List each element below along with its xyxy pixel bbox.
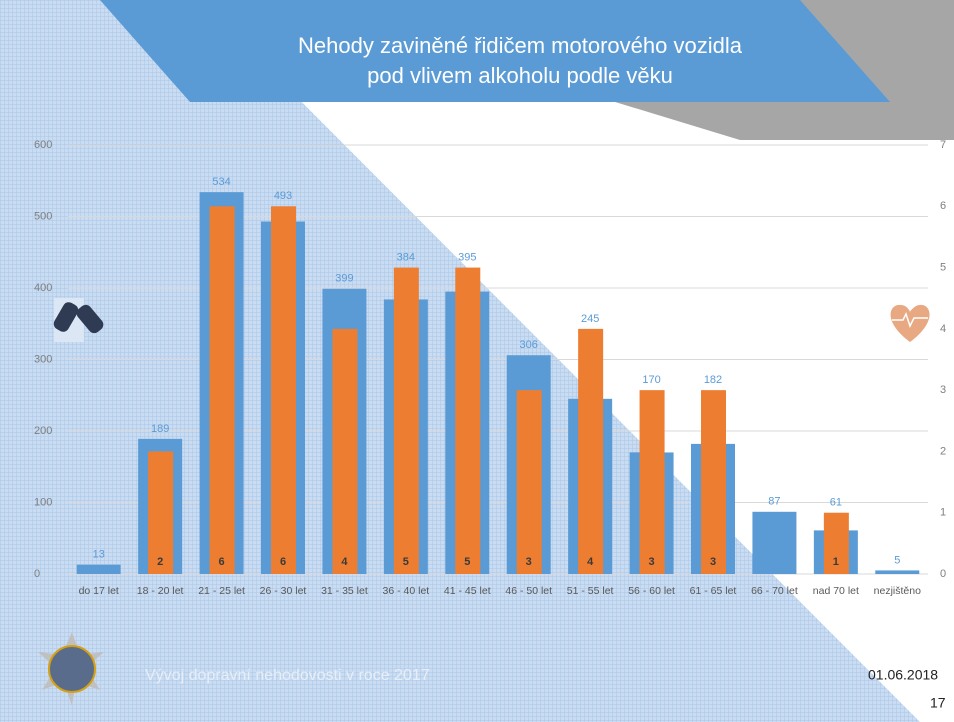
x-tick-label: nezjištěno bbox=[874, 585, 921, 597]
x-tick-label: do 17 let bbox=[79, 585, 119, 597]
bar bbox=[393, 267, 419, 574]
y2-tick-label: 1 bbox=[940, 507, 946, 519]
title-banner bbox=[100, 0, 890, 102]
data-label: 395 bbox=[458, 251, 476, 263]
data-label: 3 bbox=[649, 556, 655, 568]
y-tick-label: 400 bbox=[34, 282, 52, 294]
x-tick-label: 61 - 65 let bbox=[690, 585, 737, 597]
bar bbox=[455, 267, 481, 574]
y-tick-label: 100 bbox=[34, 496, 52, 508]
footer-text: Vývoj dopravní nehodovosti v roce 2017 bbox=[145, 667, 430, 684]
data-label: 4 bbox=[587, 556, 594, 568]
y2-tick-label: 5 bbox=[940, 261, 946, 273]
data-label: 384 bbox=[397, 251, 415, 263]
chart-title: Nehody zaviněné řidičem motorového vozid… bbox=[298, 33, 743, 58]
data-label: 6 bbox=[280, 556, 286, 568]
bar bbox=[76, 564, 121, 574]
data-label: 87 bbox=[768, 496, 780, 508]
car-crash-icon bbox=[53, 298, 104, 342]
data-label: 306 bbox=[520, 339, 538, 351]
data-label: 3 bbox=[526, 556, 532, 568]
bar bbox=[639, 390, 665, 574]
x-tick-label: 56 - 60 let bbox=[628, 585, 675, 597]
data-label: 5 bbox=[464, 556, 470, 568]
data-label: 3 bbox=[710, 556, 716, 568]
data-label: 189 bbox=[151, 423, 169, 435]
page-number: 17 bbox=[930, 695, 946, 711]
data-label: 399 bbox=[335, 273, 353, 285]
x-tick-label: 66 - 70 let bbox=[751, 585, 798, 597]
bar bbox=[823, 512, 849, 574]
data-label: 1 bbox=[833, 556, 839, 568]
bar bbox=[516, 390, 542, 574]
heart-icon bbox=[890, 304, 930, 342]
logo bbox=[38, 632, 104, 706]
data-label: 170 bbox=[642, 374, 660, 386]
y2-tick-label: 4 bbox=[940, 323, 946, 335]
footer-date: 01.06.2018 bbox=[868, 667, 938, 683]
data-label: 5 bbox=[403, 556, 409, 568]
x-tick-label: 51 - 55 let bbox=[567, 585, 614, 597]
bar bbox=[332, 328, 358, 574]
y2-tick-label: 6 bbox=[940, 200, 946, 212]
x-tick-label: 18 - 20 let bbox=[137, 585, 184, 597]
x-tick-label: 46 - 50 let bbox=[505, 585, 552, 597]
bar bbox=[271, 206, 296, 575]
y2-tick-label: 3 bbox=[940, 384, 946, 396]
data-label: 6 bbox=[219, 556, 225, 568]
bar bbox=[701, 390, 726, 574]
data-label: 245 bbox=[581, 313, 599, 325]
bar bbox=[875, 570, 920, 574]
x-tick-label: 41 - 45 let bbox=[444, 585, 491, 597]
data-label: 61 bbox=[830, 497, 842, 509]
data-label: 4 bbox=[341, 556, 348, 568]
data-label: 2 bbox=[157, 556, 163, 568]
bar bbox=[209, 206, 235, 575]
y-tick-label: 0 bbox=[34, 568, 40, 580]
x-tick-label: nad 70 let bbox=[813, 585, 859, 597]
y-tick-label: 500 bbox=[34, 210, 52, 222]
data-label: 13 bbox=[93, 549, 105, 561]
x-tick-label: 36 - 40 let bbox=[383, 585, 430, 597]
y2-tick-label: 2 bbox=[940, 445, 946, 457]
y-tick-label: 600 bbox=[34, 139, 52, 151]
bar bbox=[752, 511, 797, 574]
chart-title: pod vlivem alkoholu podle věku bbox=[367, 63, 673, 88]
x-tick-label: 26 - 30 let bbox=[260, 585, 307, 597]
y-tick-label: 200 bbox=[34, 425, 52, 437]
data-label: 534 bbox=[212, 176, 230, 188]
bar bbox=[148, 451, 174, 574]
data-label: 5 bbox=[894, 554, 900, 566]
y-tick-label: 300 bbox=[34, 353, 52, 365]
bar bbox=[578, 328, 604, 574]
x-tick-label: 21 - 25 let bbox=[198, 585, 245, 597]
y2-tick-label: 0 bbox=[940, 568, 946, 580]
x-tick-label: 31 - 35 let bbox=[321, 585, 368, 597]
data-label: 182 bbox=[704, 374, 722, 386]
y2-tick-label: 7 bbox=[940, 139, 946, 151]
data-label: 493 bbox=[274, 190, 292, 202]
